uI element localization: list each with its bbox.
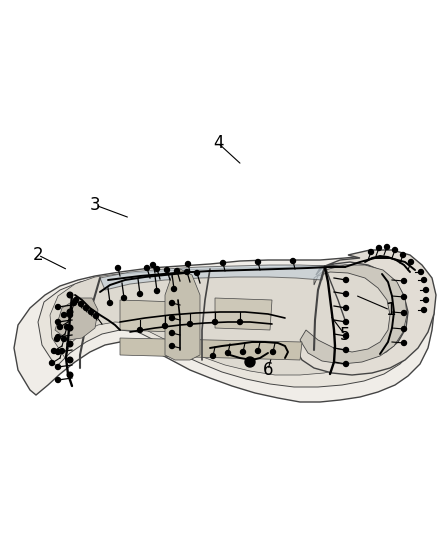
Polygon shape — [215, 298, 272, 330]
Circle shape — [52, 349, 57, 353]
Circle shape — [145, 265, 149, 271]
Circle shape — [184, 270, 190, 274]
Circle shape — [402, 311, 406, 316]
Polygon shape — [14, 256, 434, 402]
Circle shape — [78, 302, 84, 306]
Circle shape — [56, 319, 60, 325]
Circle shape — [61, 312, 67, 318]
Circle shape — [57, 325, 63, 329]
Circle shape — [237, 319, 243, 325]
Circle shape — [343, 319, 349, 325]
Circle shape — [107, 301, 113, 305]
Circle shape — [343, 348, 349, 352]
Polygon shape — [300, 265, 407, 364]
Circle shape — [402, 295, 406, 300]
Polygon shape — [38, 265, 424, 387]
Polygon shape — [120, 338, 302, 360]
Circle shape — [71, 301, 77, 305]
Circle shape — [155, 266, 159, 271]
Circle shape — [409, 260, 413, 264]
Circle shape — [67, 312, 73, 318]
Circle shape — [402, 327, 406, 332]
Polygon shape — [296, 250, 436, 375]
Circle shape — [170, 301, 174, 305]
Circle shape — [424, 297, 428, 303]
Circle shape — [138, 292, 142, 296]
Circle shape — [377, 246, 381, 251]
Polygon shape — [120, 300, 178, 332]
Polygon shape — [165, 268, 200, 360]
Circle shape — [56, 304, 60, 310]
Circle shape — [170, 343, 174, 349]
Circle shape — [368, 249, 374, 254]
Circle shape — [402, 341, 406, 345]
Circle shape — [194, 271, 199, 276]
Circle shape — [400, 253, 406, 257]
Circle shape — [424, 287, 428, 293]
Circle shape — [174, 269, 180, 273]
Circle shape — [170, 330, 174, 335]
Circle shape — [49, 360, 54, 366]
Circle shape — [186, 262, 191, 266]
Circle shape — [74, 297, 78, 303]
Circle shape — [240, 350, 246, 354]
Circle shape — [67, 309, 73, 315]
Circle shape — [290, 259, 296, 263]
Circle shape — [155, 288, 159, 294]
Text: 3: 3 — [90, 196, 100, 214]
Polygon shape — [50, 266, 396, 375]
Circle shape — [116, 265, 120, 271]
Circle shape — [56, 377, 60, 383]
Circle shape — [220, 261, 226, 265]
Circle shape — [162, 324, 167, 328]
Text: 1: 1 — [385, 301, 396, 319]
Circle shape — [211, 353, 215, 359]
Circle shape — [67, 325, 73, 331]
Circle shape — [67, 372, 73, 378]
Circle shape — [60, 349, 64, 353]
Circle shape — [343, 305, 349, 311]
Circle shape — [212, 319, 218, 325]
Circle shape — [343, 292, 349, 296]
Circle shape — [165, 268, 170, 272]
Circle shape — [121, 295, 127, 301]
Circle shape — [421, 308, 427, 312]
Circle shape — [151, 262, 155, 268]
Circle shape — [392, 247, 398, 253]
Circle shape — [385, 245, 389, 249]
Circle shape — [84, 305, 88, 311]
Circle shape — [245, 357, 255, 367]
Circle shape — [421, 278, 427, 282]
Circle shape — [61, 336, 67, 342]
Circle shape — [138, 327, 142, 333]
Circle shape — [343, 334, 349, 338]
Circle shape — [226, 351, 230, 356]
Circle shape — [271, 350, 276, 354]
Circle shape — [67, 357, 73, 363]
Circle shape — [170, 316, 174, 320]
Circle shape — [64, 325, 70, 329]
Circle shape — [67, 341, 73, 347]
Circle shape — [402, 279, 406, 284]
Circle shape — [343, 361, 349, 367]
Text: 2: 2 — [33, 246, 43, 264]
Polygon shape — [55, 298, 98, 340]
Circle shape — [93, 313, 99, 319]
Circle shape — [343, 278, 349, 282]
Circle shape — [255, 349, 261, 353]
Circle shape — [418, 270, 424, 274]
Circle shape — [172, 287, 177, 292]
Text: 6: 6 — [263, 361, 273, 379]
Circle shape — [56, 335, 60, 340]
Text: 4: 4 — [213, 134, 223, 152]
Circle shape — [67, 292, 73, 298]
Circle shape — [54, 336, 60, 342]
Circle shape — [56, 350, 60, 354]
Polygon shape — [100, 265, 325, 290]
Text: 5: 5 — [340, 326, 350, 344]
Circle shape — [187, 321, 192, 327]
Circle shape — [56, 365, 60, 369]
Circle shape — [255, 260, 261, 264]
Circle shape — [88, 310, 93, 314]
